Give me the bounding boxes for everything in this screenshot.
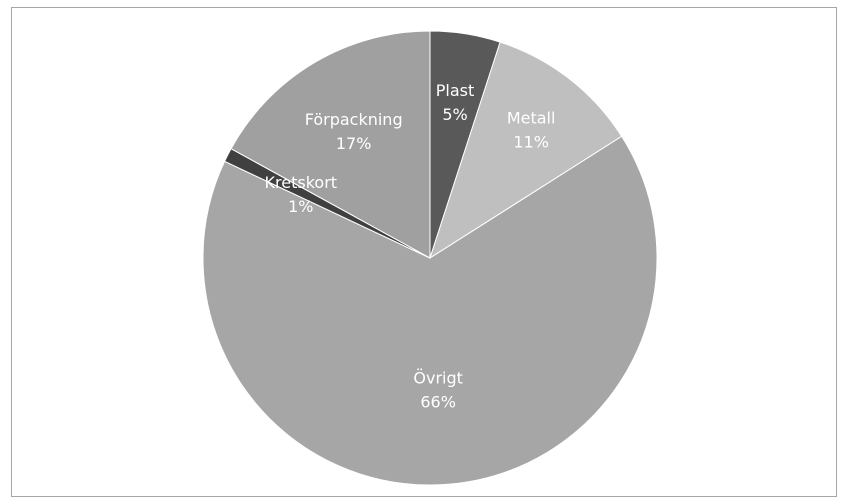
slice-category-label: Plast	[436, 81, 475, 100]
slice-category-label: Övrigt	[413, 369, 463, 388]
pie-slice-metall	[429, 41, 623, 260]
slice-category-label: Förpackning	[305, 110, 403, 129]
pie-labels: Plast 5% Metall 11% Övrigt 66% Kretskort 1% Förp…	[265, 81, 556, 412]
slice-category-label: Kretskort	[265, 173, 338, 192]
slice-category-label: Metall	[507, 109, 556, 128]
slice-percent-label: 66%	[420, 393, 456, 412]
slice-percent-label: 11%	[513, 133, 549, 152]
slice-percent-label: 1%	[288, 197, 313, 216]
slice-percent-label: 17%	[336, 134, 372, 153]
pie-slice-övrigt	[202, 135, 658, 486]
pie-slice-förpackning	[230, 30, 431, 259]
slice-percent-label: 5%	[442, 105, 467, 124]
pie-slices	[202, 30, 658, 486]
